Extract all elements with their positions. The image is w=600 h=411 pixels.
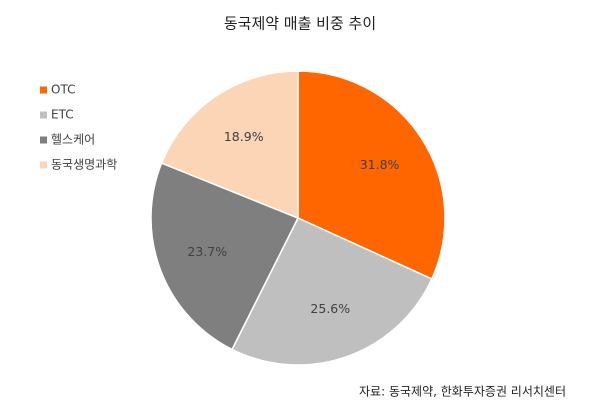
source-note: 자료: 동국제약, 한화투자증권 리서치센터 [359,384,566,399]
value-label: 31.8% [360,157,400,172]
legend-label: ETC [51,108,74,122]
legend-label: 헬스케어 [51,133,95,147]
value-label: 23.7% [187,244,227,259]
legend-label: OTC [51,83,75,97]
legend-swatch [40,86,47,94]
pie-slice [231,217,433,366]
pie-slice [297,70,446,280]
legend-label: 동국생명과학 [51,158,117,172]
legend-swatch [40,111,47,119]
legend-swatch [40,161,47,169]
value-label: 25.6% [310,301,350,316]
value-label: 18.9% [224,129,264,144]
pie-slice [150,162,300,351]
legend-swatch [40,136,47,144]
pie-slice [160,70,299,220]
chart-title: 동국제약 매출 비중 추이 [224,15,376,33]
